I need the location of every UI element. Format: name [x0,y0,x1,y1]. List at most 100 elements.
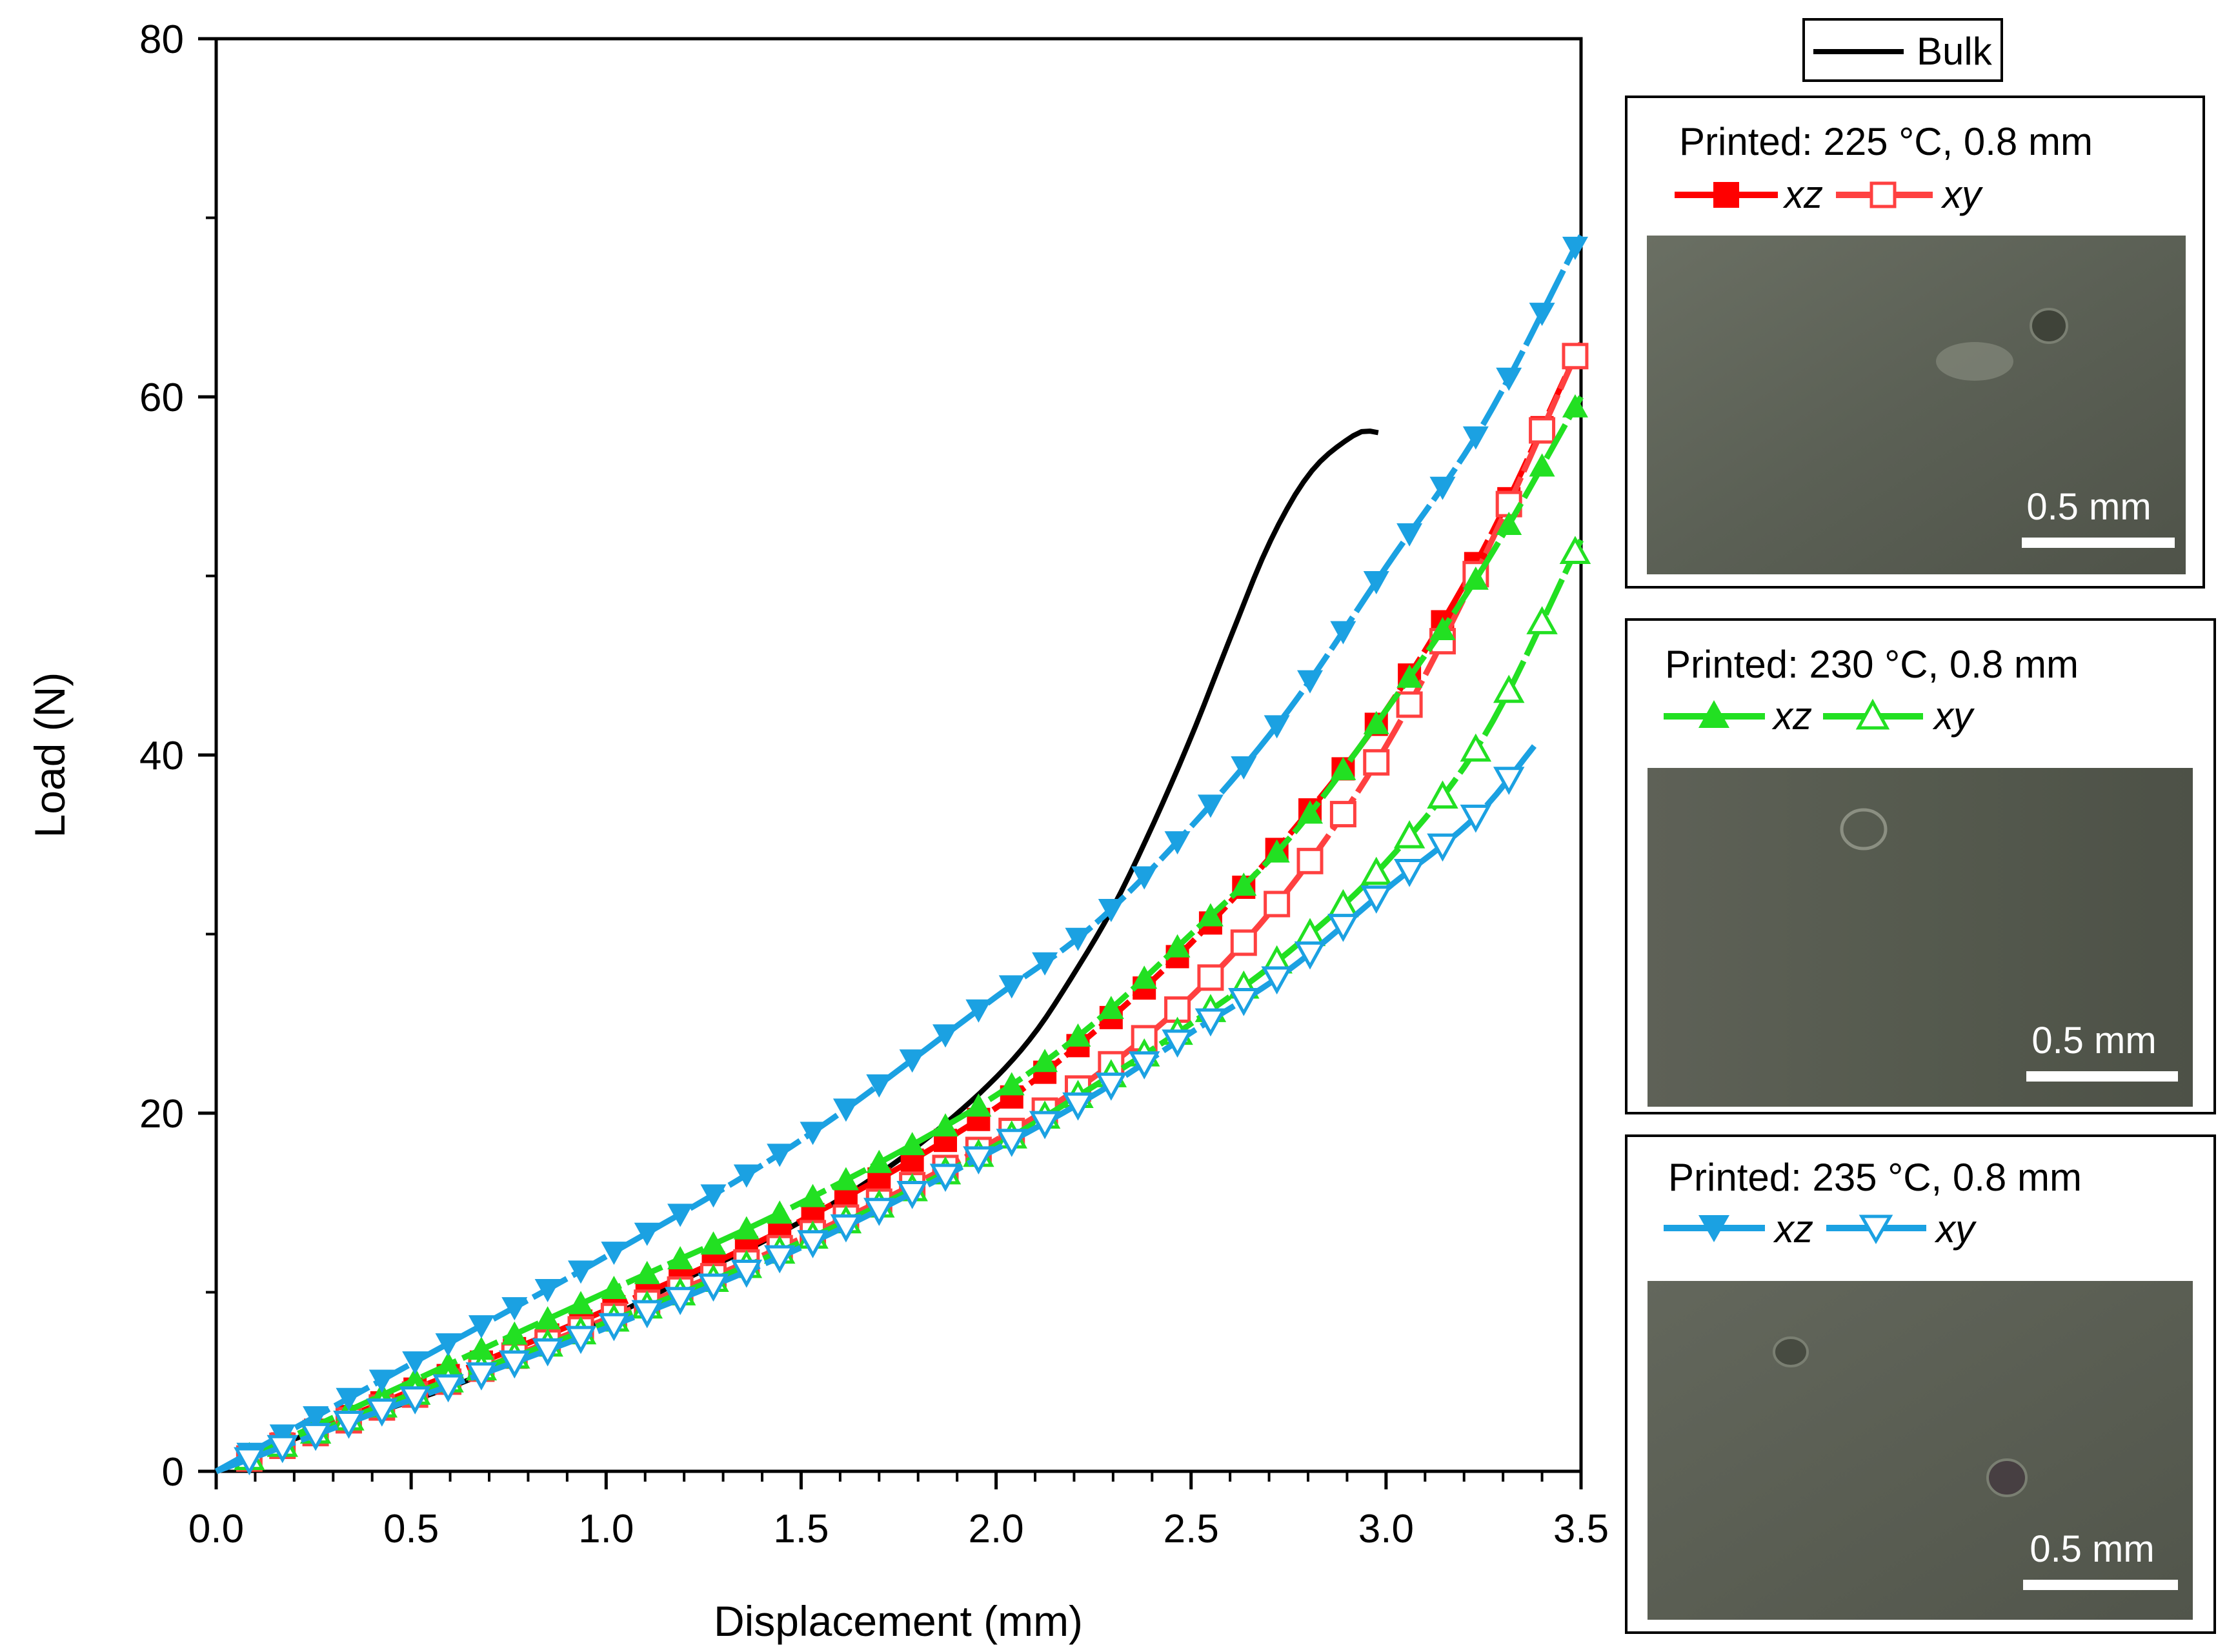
series-230-c-xy-marker [1427,780,1458,809]
series-235-c-xy-marker [698,1273,729,1302]
series-235-c-xz-marker [435,1333,461,1357]
series-235-c-xz-marker [634,1222,660,1246]
legend-panel-225: Printed: 225 °C, 0.8 mm xz xy 0.5 mm [1625,96,2205,589]
series-bulk-line [215,428,1379,1474]
series-230-c-xz-marker [767,1200,793,1224]
series-225-c-xy-marker [1396,691,1423,718]
series-235-c-xz-marker [1396,523,1423,547]
series-235-c-xz-marker [1264,715,1290,739]
series-225-c-xy-marker [1296,847,1324,874]
series-230-c-xy-line [215,539,1584,1475]
series-235-c-xy-marker [929,1163,962,1193]
series-235-c-xz-marker [733,1164,760,1188]
series-230-c-xz-marker [1098,996,1124,1020]
series-230-c-xz-marker [634,1260,660,1284]
series-225-c-xy-marker [1329,801,1356,828]
series-235-c-xy-marker [1128,1051,1160,1080]
series-225-c-xy-marker [1230,929,1257,956]
series-235-c-xz-marker [501,1297,528,1321]
series-230-c-xz-marker [733,1216,760,1240]
series-235-c-xz-marker [899,1049,925,1073]
series-235-c-xz-marker [998,975,1025,999]
series-230-c-xz-marker [1264,839,1290,863]
panel-225-scale-bar [2022,538,2175,548]
panel-235-micrograph [1648,1281,2193,1620]
series-235-c-xy-marker [1493,767,1525,795]
panel-230-title: Printed: 230 °C, 0.8 mm [1665,643,2079,686]
series-235-c-xz-marker [700,1184,727,1208]
series-230-c-xz-marker [800,1184,826,1207]
y-axis-title: Load (N) [26,672,74,838]
series-230-c-xz-marker [998,1072,1025,1096]
panel-235-xy-label: xy [1934,1207,1977,1251]
series-235-c-xy-marker [963,1146,994,1175]
series-235-c-xy-marker [1393,859,1426,887]
series-235-c-xz-marker [1363,571,1389,595]
panel-235-pore-b [1773,1336,1809,1367]
series-230-c-xz-marker [435,1351,461,1375]
series-230-c-xz-marker [932,1113,959,1137]
series-235-c-xz-marker [468,1315,494,1339]
series-235-c-xz-marker [402,1351,428,1375]
series-230-c-xz-marker [667,1246,694,1270]
series-layer [214,234,1591,1476]
series-225-c-xy-marker [1529,417,1556,444]
axes: 0.0 0.5 1.0 1.5 2.0 2.5 3.0 3.5 0 20 40 60 80 [139,17,1609,1551]
x-tick-label: 0.0 [188,1507,244,1551]
series-230-c-xz-marker [832,1167,859,1191]
series-230-c-xz-marker [1065,1023,1091,1047]
series-235-c-xy-marker [565,1325,597,1355]
y-tick-label: 80 [139,17,184,62]
series-235-c-xy-marker [664,1287,696,1315]
x-axis-title: Displacement (mm) [714,1597,1083,1645]
series-230-c-xz-marker [1032,1049,1058,1073]
series-235-c-xz-marker [368,1369,395,1393]
series-235-c-xy-marker [763,1245,796,1274]
series-230-c-xz-marker [468,1336,494,1360]
series-235-c-xz-marker [1131,866,1158,890]
series-230-c-xz-marker [1462,566,1489,590]
series-230-c-xz-marker [568,1291,594,1315]
series-235-c-xz-marker [303,1406,329,1430]
series-235-c-xz-marker [601,1242,627,1265]
series-235-c-xy-marker [1327,914,1359,942]
series-230-c-xz-marker [1496,512,1522,536]
series-235-c-xz-marker [336,1387,362,1411]
legend-panel-230: Printed: 230 °C, 0.8 mm xz xy 0.5 mm [1625,618,2216,1114]
series-230-c-xz-marker [501,1321,528,1345]
series-230-c-xz-line [215,395,1584,1475]
series-230-c-xy-marker [1526,606,1558,634]
series-235-c-xz-marker [1429,476,1456,500]
x-tick-label: 0.5 [383,1507,439,1551]
series-235-c-xz-marker [1098,899,1124,923]
series-225-c-xy-marker [1264,891,1291,918]
series-235-c-xz-marker [1032,952,1058,976]
panel-230-xy-marker [1855,698,1890,730]
series-230-c-xz-marker [1396,664,1423,688]
series-225-c-xy-marker [1197,964,1224,991]
series-230-c-xz-marker [1363,710,1389,734]
series-235-c-xy-marker [399,1386,431,1415]
series-230-c-xz-marker [1131,965,1158,989]
series-235-c-xy-marker [366,1398,398,1427]
series-235-c-xy-marker [1261,966,1293,995]
panel-235-title: Printed: 235 °C, 0.8 mm [1668,1156,2082,1199]
series-235-c-xz-marker [965,999,992,1023]
panel-225-xy-marker [1869,181,1897,208]
series-235-c-xz-marker [1562,236,1588,260]
x-tick-label: 3.5 [1553,1507,1609,1551]
series-225-c-xy-marker [1363,749,1390,776]
series-235-c-xy-marker [432,1374,464,1403]
panel-225-xz-marker [1713,182,1739,208]
panel-225-scale-label: 0.5 mm [2026,486,2151,528]
series-235-c-xz-marker [1164,831,1191,855]
series-235-c-xy-marker [499,1350,530,1379]
panel-235-scale-label: 0.5 mm [2030,1528,2154,1570]
y-tick-label: 60 [139,376,184,420]
legend-bulk: Bulk [1802,18,2003,82]
panel-235-scale-bar [2023,1580,2178,1590]
series-230-c-xz-marker [534,1306,561,1330]
series-235-c-xz-marker [1462,426,1489,450]
series-235-c-xy-marker [1194,1008,1227,1037]
